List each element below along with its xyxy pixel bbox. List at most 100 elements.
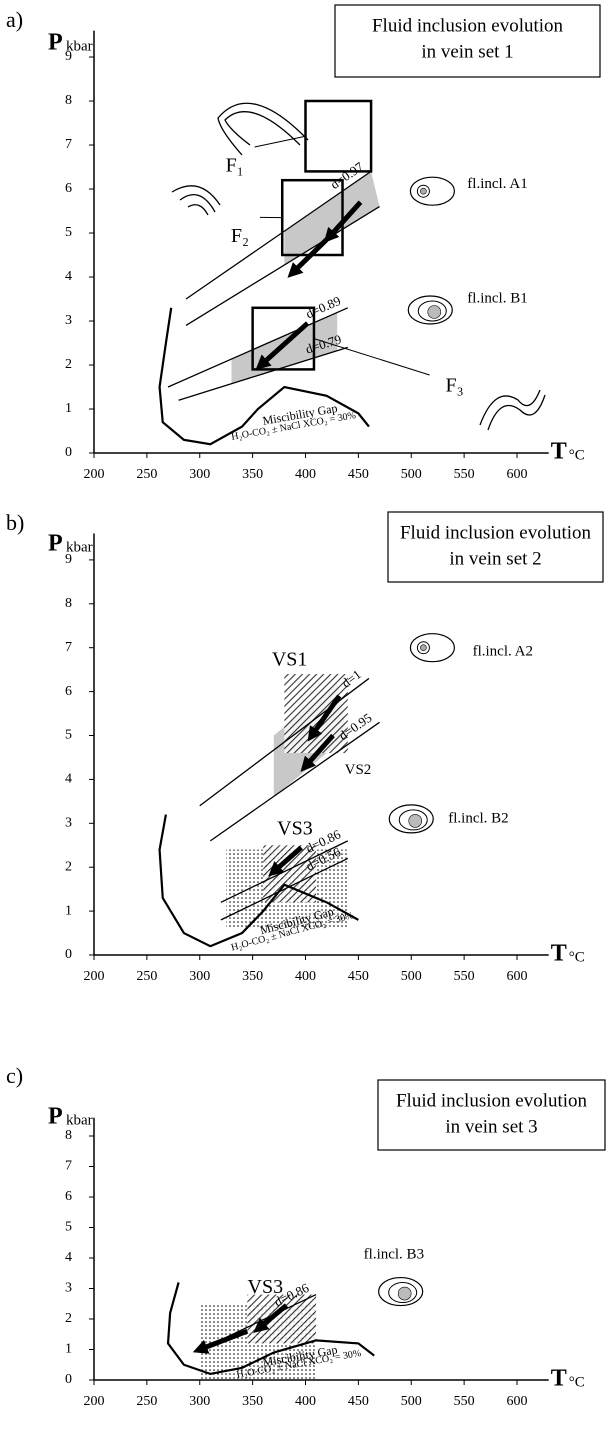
x-tick-label: 250 bbox=[136, 969, 157, 984]
box-label: F₃ bbox=[446, 375, 464, 397]
y-tick-label: 8 bbox=[65, 1128, 72, 1143]
y-tick-label: 7 bbox=[65, 1159, 72, 1174]
x-tick-label: 600 bbox=[507, 969, 528, 984]
title: in vein set 3 bbox=[445, 1116, 537, 1137]
y-tick-label: 8 bbox=[65, 93, 72, 108]
isochore bbox=[178, 346, 348, 401]
panel-label: a) bbox=[6, 7, 23, 32]
isochore bbox=[185, 206, 380, 326]
x-label: T bbox=[551, 1366, 567, 1392]
y-tick-label: 4 bbox=[65, 1250, 72, 1265]
box-label: VS3 bbox=[277, 817, 313, 839]
y-tick-label: 3 bbox=[65, 816, 72, 831]
panel-label: c) bbox=[6, 1063, 23, 1088]
x-tick-label: 400 bbox=[295, 969, 316, 984]
inclusion-icon bbox=[409, 633, 455, 663]
inclusion-icon bbox=[397, 1286, 412, 1301]
y-tick-label: 4 bbox=[65, 269, 72, 284]
leader bbox=[313, 338, 430, 376]
x-tick-label: 350 bbox=[242, 1394, 263, 1409]
box-label: F₂ bbox=[231, 225, 249, 247]
x-tick-label: 550 bbox=[454, 969, 475, 984]
title-box bbox=[334, 4, 601, 78]
title-box bbox=[387, 511, 604, 583]
arrow bbox=[287, 237, 329, 278]
x-tick-label: 300 bbox=[189, 467, 210, 482]
x-tick-label: 550 bbox=[454, 467, 475, 482]
x-tick-label: 300 bbox=[189, 1394, 210, 1409]
fold-icon bbox=[479, 389, 546, 431]
y-label: P bbox=[48, 531, 63, 557]
pt-box bbox=[304, 99, 373, 173]
x-tick-label: 600 bbox=[507, 1394, 528, 1409]
fold-icon bbox=[217, 102, 309, 156]
y-tick-label: 9 bbox=[65, 49, 72, 64]
y-tick-label: 7 bbox=[65, 640, 72, 655]
shaded-band bbox=[284, 171, 380, 266]
x-tick-label: 400 bbox=[295, 467, 316, 482]
y-tick-label: 8 bbox=[65, 596, 72, 611]
arrow bbox=[253, 1303, 289, 1333]
misc-gap bbox=[158, 307, 370, 446]
title: Fluid inclusion evolution bbox=[400, 522, 592, 543]
arrow bbox=[268, 845, 303, 877]
title-box bbox=[377, 1079, 606, 1151]
panel: 0 1 2 3 4 5 6 7 8 9 200 250 300 350 400 450 500 550 600 T °C… bbox=[6, 4, 601, 482]
isochore bbox=[167, 307, 349, 388]
y-tick-label: 0 bbox=[65, 445, 72, 460]
x-tick-label: 500 bbox=[401, 969, 422, 984]
y-tick-label: 1 bbox=[65, 903, 72, 918]
x-tick-label: 400 bbox=[295, 1394, 316, 1409]
y-tick-label: 9 bbox=[65, 552, 72, 567]
x-unit: °C bbox=[569, 447, 585, 463]
inclusion-icon bbox=[427, 305, 442, 319]
y-unit: kbar bbox=[66, 38, 93, 54]
inclusion-icon bbox=[409, 176, 455, 206]
x-tick-label: 250 bbox=[136, 467, 157, 482]
x-tick-label: 200 bbox=[84, 1394, 105, 1409]
inclusion-icon bbox=[408, 814, 423, 828]
x-label: T bbox=[551, 941, 567, 967]
title: Fluid inclusion evolution bbox=[396, 1090, 588, 1111]
misc-gap bbox=[166, 1282, 375, 1376]
x-tick-label: 250 bbox=[136, 1394, 157, 1409]
y-tick-label: 6 bbox=[65, 684, 72, 699]
panel: 0 1 2 3 4 5 6 7 8 200 250 300 350 400 450 500 550 600 T °C c… bbox=[6, 1063, 606, 1409]
annotation: fl.incl. B2 bbox=[448, 810, 508, 826]
inclusion-icon bbox=[420, 187, 427, 195]
isochore bbox=[199, 677, 370, 807]
title: Fluid inclusion evolution bbox=[372, 15, 564, 36]
x-tick-label: 350 bbox=[242, 969, 263, 984]
annotation: fl.incl. B1 bbox=[467, 290, 527, 306]
title: in vein set 1 bbox=[421, 41, 513, 62]
inclusion-icon bbox=[420, 644, 427, 652]
y-tick-label: 3 bbox=[65, 313, 72, 328]
annotation: fl.incl. A2 bbox=[473, 644, 533, 660]
x-label: T bbox=[551, 439, 567, 465]
panel-label: b) bbox=[6, 510, 24, 535]
leader bbox=[254, 135, 306, 148]
fold-icon bbox=[171, 185, 221, 216]
annotation: fl.incl. A1 bbox=[467, 176, 527, 192]
y-tick-label: 2 bbox=[65, 859, 72, 874]
arrow bbox=[192, 1328, 249, 1354]
arrow bbox=[307, 694, 342, 742]
x-tick-label: 450 bbox=[348, 969, 369, 984]
x-tick-label: 450 bbox=[348, 1394, 369, 1409]
misc-gap bbox=[158, 814, 359, 948]
y-tick-label: 2 bbox=[65, 1311, 72, 1326]
y-tick-label: 5 bbox=[65, 1220, 72, 1235]
y-tick-label: 0 bbox=[65, 1372, 72, 1387]
arrow bbox=[323, 200, 363, 243]
isochore bbox=[185, 170, 372, 300]
y-unit: kbar bbox=[66, 539, 93, 555]
x-tick-label: 550 bbox=[454, 1394, 475, 1409]
box-label: VS1 bbox=[272, 648, 308, 670]
annotation: VS2 bbox=[345, 762, 372, 778]
isochore bbox=[209, 721, 380, 842]
arrow bbox=[255, 321, 310, 371]
x-tick-label: 300 bbox=[189, 969, 210, 984]
y-tick-label: 6 bbox=[65, 181, 72, 196]
y-tick-label: 5 bbox=[65, 728, 72, 743]
x-tick-label: 350 bbox=[242, 467, 263, 482]
